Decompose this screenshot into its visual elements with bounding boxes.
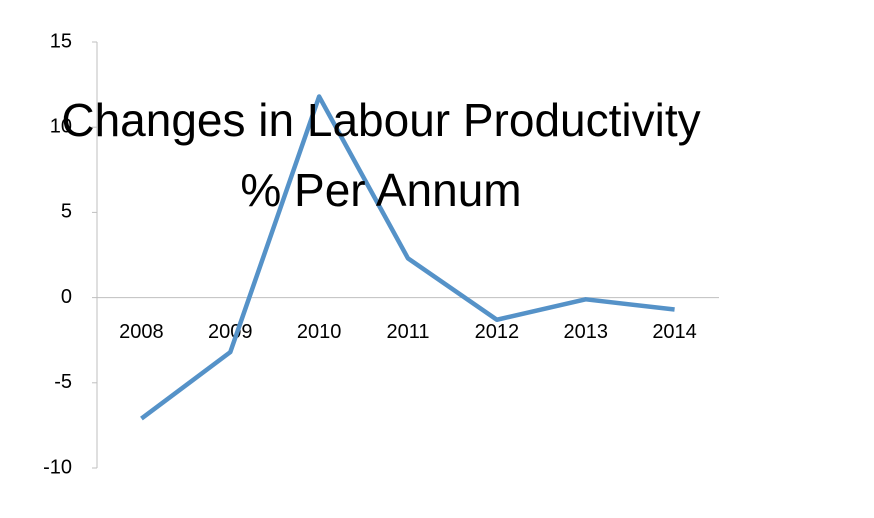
x-tick-label: 2014 — [652, 321, 697, 343]
y-tick-label: 10 — [50, 115, 72, 137]
x-tick-label: 2011 — [386, 321, 429, 343]
y-tick-label: -5 — [54, 371, 72, 393]
y-tick-label: -10 — [43, 456, 72, 478]
title-line: Changes in Labour Productivity — [61, 94, 700, 146]
y-tick-label: 15 — [50, 30, 72, 52]
x-tick-label: 2013 — [563, 321, 608, 343]
x-tick-label: 2009 — [208, 321, 253, 343]
x-tick-label: 2008 — [119, 321, 164, 343]
y-tick-label: 0 — [61, 286, 72, 308]
x-tick-label: 2010 — [297, 321, 342, 343]
y-tick-label: 5 — [61, 201, 72, 223]
data-line — [140, 94, 675, 421]
title-line: % Per Annum — [240, 164, 521, 216]
x-tick-label: 2012 — [475, 321, 520, 343]
chart-title: Changes in Labour Productivity % Per Ann… — [61, 94, 700, 216]
